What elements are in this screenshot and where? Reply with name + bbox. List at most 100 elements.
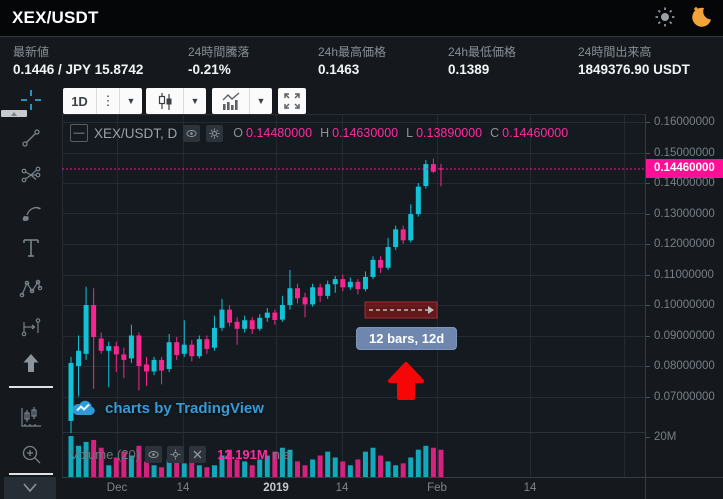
volume-bar (438, 449, 444, 477)
price-chart[interactable] (62, 114, 645, 477)
candle-body (378, 259, 384, 268)
tradingview-logo-icon (72, 400, 95, 415)
volume-bar (113, 457, 119, 477)
trend-line-tool[interactable] (9, 121, 53, 155)
moon-icon[interactable] (689, 5, 713, 29)
time-axis-label: 14 (523, 482, 537, 494)
volume-legend: Volume (20) (70, 445, 291, 463)
candle-body (302, 297, 308, 305)
measure-tooltip: 12 bars, 12d (356, 327, 458, 350)
chart-shell: 1D ⋮ ▼ ▼ (0, 85, 723, 499)
candle-body (257, 317, 263, 329)
volume-extra-value: n/a (272, 446, 291, 462)
volume-bar (370, 447, 376, 477)
volume-bar (423, 445, 429, 477)
volume-bar (272, 451, 278, 477)
price-axis-label: 0.10000000 (646, 299, 715, 311)
candle-body (196, 339, 202, 357)
indicators-button[interactable] (212, 88, 249, 114)
pitchfork-icon (21, 166, 41, 183)
time-axis-label: 14 (176, 482, 190, 494)
prediction-measure-tool[interactable] (9, 310, 53, 344)
stat-label: 24時間騰落 (188, 45, 250, 59)
stat-24h-volume: 24時間出来高 1849376.90 USDT (578, 44, 690, 80)
volume-bar (279, 447, 285, 477)
candle-body (106, 346, 112, 351)
xabcd-pattern-tool[interactable] (9, 271, 53, 305)
text-tool[interactable] (9, 231, 53, 265)
legend-eye-button[interactable] (183, 124, 201, 142)
candle-body (98, 338, 104, 351)
volume-bar (317, 455, 323, 477)
page-title: XEX/USDT (12, 8, 99, 27)
crosshair-tool[interactable] (9, 83, 53, 117)
interval-options-icon[interactable]: ⋮ (96, 88, 119, 114)
legend-collapse-button[interactable]: — (70, 124, 88, 142)
candle-body (227, 309, 233, 323)
candle-style-dropdown-icon[interactable]: ▼ (183, 88, 206, 114)
volume-bar (355, 459, 361, 477)
volume-bar (287, 449, 293, 477)
volume-bar (385, 461, 391, 477)
time-axis-label: 2019 (263, 482, 289, 494)
candlestick-pattern-tool[interactable] (9, 400, 53, 434)
stat-last-price: 最新値 0.1446 / JPY 15.8742 (13, 44, 143, 80)
ohlc-values: O 0.14480000 H 0.14630000 L 0.13890000 C 0.1… (233, 126, 569, 140)
candlestick-icon (158, 93, 171, 110)
arrow-marker-tool[interactable] (9, 346, 53, 380)
gear-icon (209, 128, 220, 138)
candle-body (317, 287, 323, 296)
volume-bar (211, 465, 217, 477)
volume-settings-button[interactable] (167, 445, 185, 463)
candle-style-button[interactable] (146, 88, 183, 114)
stat-value: -0.21% (188, 62, 231, 77)
eye-icon (148, 450, 159, 458)
volume-indicator-name: Volume (20) (70, 446, 141, 462)
candle-body (325, 284, 331, 296)
candle-body (204, 339, 210, 349)
price-axis-label: 0.08000000 (646, 360, 715, 372)
volume-bar (347, 465, 353, 477)
sidebar-divider (9, 473, 53, 475)
volume-remove-button[interactable] (189, 445, 207, 463)
volume-bar (234, 459, 240, 477)
volume-eye-button[interactable] (145, 445, 163, 463)
stat-value: 0.1389 (448, 62, 490, 77)
volume-bar (76, 445, 82, 477)
legend-settings-button[interactable] (206, 124, 224, 142)
candle-body (400, 229, 406, 241)
red-up-arrow-annotation (388, 362, 424, 400)
candle-body (430, 164, 436, 172)
zoom-in-tool[interactable] (9, 437, 53, 471)
interval-dropdown-icon[interactable]: ▼ (119, 88, 142, 114)
candle-body (393, 229, 399, 248)
volume-bar (332, 457, 338, 477)
candle-body (332, 279, 338, 285)
fullscreen-button[interactable] (278, 88, 306, 114)
candle-body (181, 344, 187, 354)
stat-24h-change: 24時間騰落 -0.21% (188, 44, 249, 80)
price-axis-label: 0.13000000 (646, 207, 715, 220)
sun-icon[interactable] (653, 5, 677, 29)
price-axis[interactable]: 0.14460000 20M 0.16000000 0.15000000 0.140… (645, 114, 723, 499)
candle-body (166, 342, 172, 370)
price-axis-label: 0.11000000 (646, 268, 714, 281)
indicators-dropdown-icon[interactable]: ▼ (249, 88, 272, 114)
last-price-tag: 0.14460000 (646, 159, 723, 179)
candle-body (385, 247, 391, 268)
time-axis[interactable]: Dec 14 2019 14 Feb 14 (62, 477, 723, 499)
tradingview-watermark[interactable]: charts by TradingView (70, 399, 264, 418)
volume-bar (257, 459, 263, 477)
interval-button[interactable]: 1D (71, 93, 88, 109)
close-icon (193, 450, 202, 458)
sidebar-collapse-button[interactable] (4, 477, 56, 499)
candle-body (76, 350, 82, 366)
stat-24h-high: 24h最高価格 0.1463 (318, 44, 386, 80)
toolbar-scroll-thumb[interactable] (1, 110, 27, 117)
candle-body (83, 305, 89, 354)
brush-tool[interactable] (9, 196, 53, 230)
pitchfork-tool[interactable] (9, 158, 53, 192)
volume-bar (408, 457, 414, 477)
stat-value: 1849376.90 USDT (578, 62, 690, 77)
gear-icon (170, 449, 181, 459)
